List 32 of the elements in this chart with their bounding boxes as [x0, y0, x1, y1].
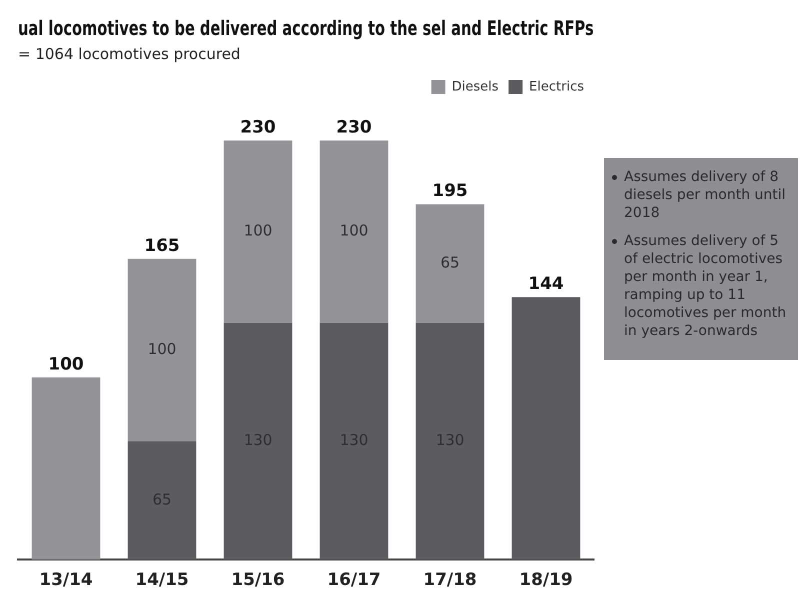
bar — [128, 258, 196, 442]
total-label: 165 — [144, 236, 180, 256]
x-tick-label: 15/16 — [231, 570, 285, 590]
bar — [416, 322, 484, 560]
legend-label: Electrics — [529, 79, 584, 94]
bar — [320, 140, 388, 323]
total-label: 195 — [432, 181, 468, 202]
data-label: 100 — [148, 340, 176, 358]
legend-label: Diesels — [452, 79, 499, 94]
total-label: 100 — [48, 354, 84, 374]
bar — [224, 322, 292, 560]
total-label: 230 — [336, 117, 372, 138]
chart-subtitle: = 1064 locomotives procured — [18, 44, 240, 63]
bar — [512, 297, 580, 560]
total-label: 230 — [240, 117, 276, 138]
x-tick-label: 14/15 — [135, 570, 189, 590]
data-label: 65 — [440, 253, 460, 272]
text: Assumes delivery of 8 diesels per month until 2018 — [624, 168, 787, 222]
x-tick-label: 16/17 — [327, 570, 381, 590]
total-label: 144 — [528, 274, 564, 294]
bar — [128, 441, 196, 560]
chart-title: ual locomotives to be delivered according to the sel and Electric RFPs — [18, 18, 594, 41]
x-tick-label: 18/19 — [519, 570, 573, 590]
data-label: 100 — [244, 221, 272, 240]
text: Assumes delivery of 5 of electric locomotives per month in year 1, ramping up to 11 locomotives per month in years 2-onwards — [624, 232, 788, 340]
bar — [320, 322, 388, 560]
x-tick-label: 17/18 — [423, 570, 477, 590]
bar — [416, 204, 484, 323]
bar — [224, 140, 292, 323]
data-label: 100 — [340, 221, 368, 240]
x-tick-label: 13/14 — [39, 570, 93, 590]
bar — [32, 377, 100, 560]
